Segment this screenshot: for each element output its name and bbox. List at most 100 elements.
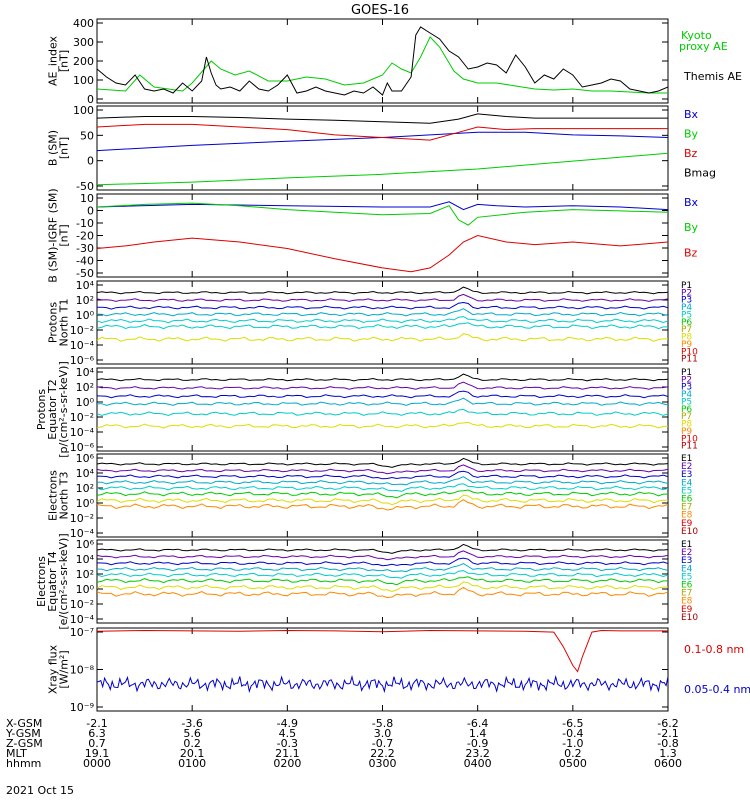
y-tick-label: 10⁻⁴: [70, 527, 95, 540]
legend-entry: P6: [681, 318, 692, 328]
footer-value: -3.6: [181, 717, 202, 730]
legend-entry: P11: [681, 355, 698, 365]
footer-row-label: X-GSM: [6, 717, 42, 730]
footer-row-label: hhmm: [6, 757, 41, 770]
series-line-e8: [97, 499, 668, 511]
series-line-by: [97, 152, 668, 186]
y-tick-label: 10⁻⁴: [70, 613, 95, 626]
y-tick-label: 10⁴: [76, 279, 95, 292]
y-tick-label: 200: [73, 55, 94, 68]
legend-entry: E9: [681, 605, 693, 615]
legend-entry: P9: [681, 427, 692, 437]
series-line-e3: [97, 557, 668, 567]
series-line-p2: [97, 381, 668, 390]
series-line-bmag: [97, 113, 668, 124]
legend-entry: P10: [681, 434, 698, 444]
footer-value: -0.8: [657, 737, 678, 750]
y-tick-label: 0: [87, 93, 94, 106]
y-axis-label: [e/(cm²-s-sr-keV)]: [57, 533, 70, 629]
series-line-bz: [97, 234, 668, 273]
footer-value: 3.0: [374, 727, 392, 740]
y-axis-label: [nT]: [58, 224, 71, 246]
legend-entry: 0.05-0.4 nm: [684, 683, 750, 696]
footer-value: -5.8: [372, 717, 393, 730]
legend-entry: E8: [681, 511, 693, 521]
legend-entry: P8: [681, 420, 692, 430]
series-line-0-1-0-8-nm: [97, 629, 668, 673]
y-axis-label: B (SM): [47, 130, 60, 166]
legend-entry: E2: [681, 548, 692, 558]
legend-entry: E1: [681, 540, 692, 550]
footer-value: 0000: [83, 757, 111, 770]
footer-value: -6.5: [562, 717, 583, 730]
legend-entry: Kyoto: [681, 29, 712, 42]
plot-title: GOES-16: [351, 3, 409, 18]
panel-xray: 10⁻⁷ 10⁻⁸ 10⁻⁹ Xray flux[W/m²] 0.1-0.8 nm 0.0…: [47, 626, 750, 714]
series-line-e2: [97, 550, 668, 561]
footer-row-label: Z-GSM: [6, 737, 43, 750]
legend-entry: E6: [681, 495, 693, 505]
legend-entry: By: [684, 128, 699, 141]
legend-entry: Bz: [684, 147, 698, 160]
y-tick-label: 10⁻⁴: [70, 339, 95, 352]
series-line-p6: [97, 322, 668, 330]
y-tick-label: 0: [87, 155, 94, 168]
footer-value: 0.2: [183, 737, 201, 750]
y-tick-label: 10⁻⁸: [70, 664, 95, 677]
y-tick-label: 10⁻⁷: [70, 626, 94, 639]
y-axis-label: Electrons: [47, 470, 60, 521]
y-tick-label: 10⁰: [76, 396, 95, 409]
legend-entry: E5: [681, 572, 692, 582]
legend-entry: P9: [681, 340, 692, 350]
footer-value: -6.4: [467, 717, 488, 730]
legend-entry: E8: [681, 597, 693, 607]
legend-entry: E7: [681, 589, 692, 599]
footer-value: 0200: [273, 757, 301, 770]
y-tick-label: -50: [76, 180, 94, 193]
footer-value: -0.9: [467, 737, 488, 750]
legend-entry: Bx: [684, 108, 699, 121]
footer-row-label: Y-GSM: [5, 727, 41, 740]
series-line-p1: [97, 286, 668, 295]
footer-value: 22.2: [370, 747, 395, 760]
legend-entry: P1: [681, 281, 692, 291]
series-line-bx: [97, 131, 668, 152]
series-line-e8: [97, 586, 668, 599]
y-tick-label: 10⁻²: [70, 324, 94, 337]
y-axis-label: North T3: [58, 472, 71, 520]
legend-entry: P5: [681, 310, 692, 320]
y-axis-label: [nT]: [58, 50, 71, 72]
y-tick-label: 10⁻⁶: [70, 354, 95, 367]
y-tick-label: 10⁰: [76, 497, 95, 510]
series-line-e1: [97, 457, 668, 468]
legend-entry: E10: [681, 613, 698, 623]
y-axis-label: Equator T4: [46, 551, 59, 611]
footer-value: 23.2: [465, 747, 490, 760]
legend-entry: E6: [681, 581, 693, 591]
y-tick-label: 10⁻⁹: [70, 701, 94, 714]
footer-row-label: MLT: [6, 747, 27, 760]
series-line-p5: [97, 316, 668, 324]
legend-entry: E3: [681, 470, 692, 480]
footer-value: 0.2: [564, 747, 582, 760]
series-line-by: [97, 202, 668, 226]
series-line-p2: [97, 293, 668, 302]
footer-value: -4.9: [277, 717, 298, 730]
series-line-e7: [97, 494, 668, 506]
plot-date: 2021 Oct 15: [6, 784, 74, 797]
footer-value: 4.5: [279, 727, 297, 740]
y-axis-label: Xray flux: [47, 644, 60, 694]
y-tick-label: 10⁴: [76, 467, 95, 480]
footer-value: -1.0: [562, 737, 583, 750]
legend-entry: E7: [681, 503, 692, 513]
footer-value: 19.1: [85, 747, 110, 760]
series-line-e2: [97, 464, 668, 475]
legend-entry: Bmag: [684, 167, 716, 180]
legend-entry: P1: [681, 368, 692, 378]
footer-value: 5.6: [183, 727, 201, 740]
series-line-bz: [97, 123, 668, 141]
